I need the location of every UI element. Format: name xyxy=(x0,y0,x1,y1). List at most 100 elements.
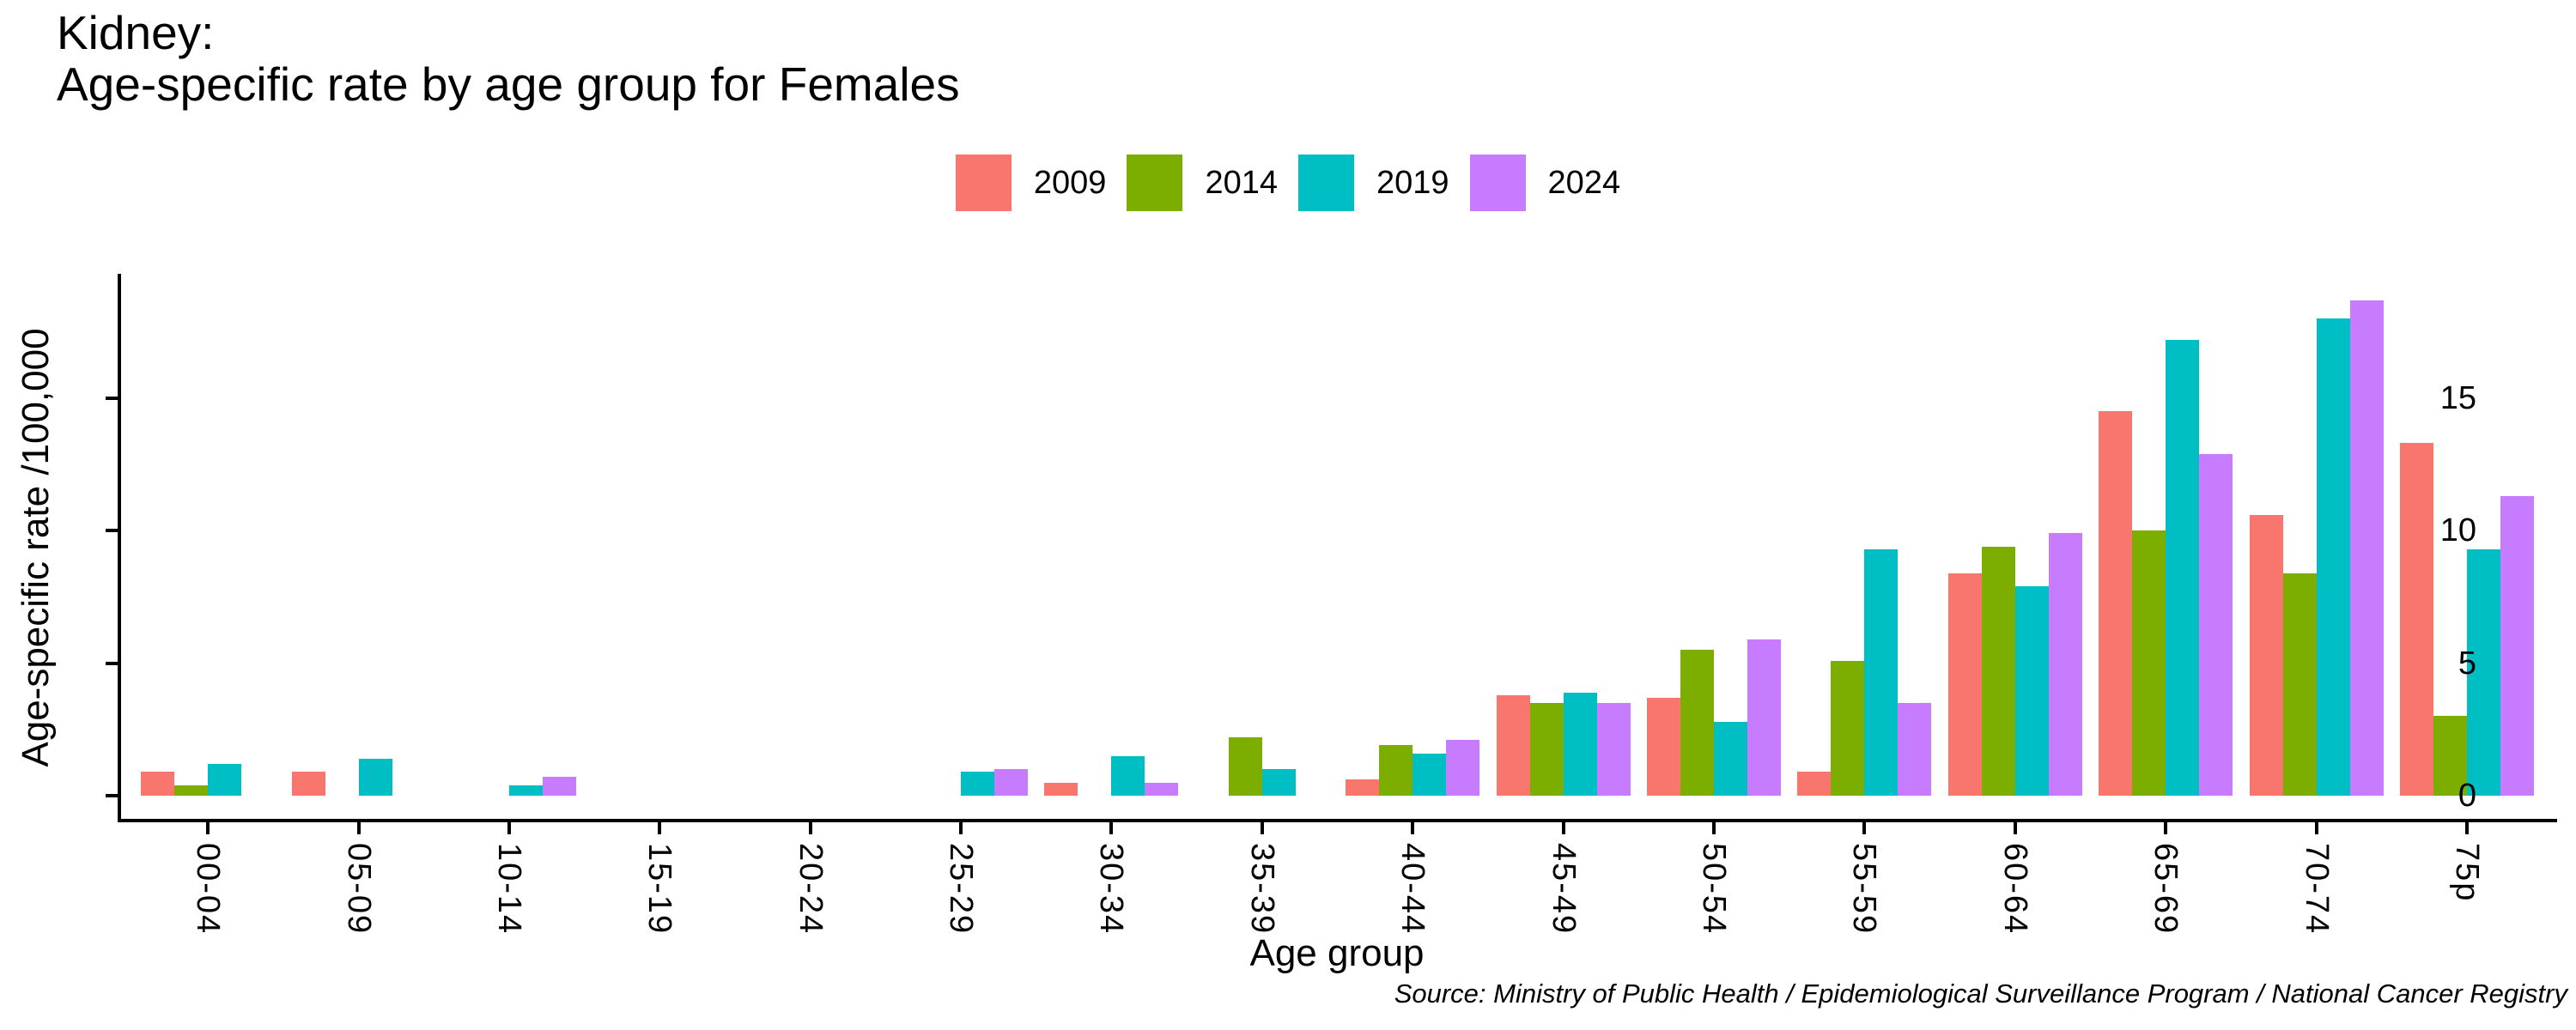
bar-2009-50-54 xyxy=(1647,698,1680,796)
bar-2009-65-69 xyxy=(2099,411,2133,796)
x-tick-label-40-44: 40-44 xyxy=(1394,843,1431,936)
legend-label-2014: 2014 xyxy=(1205,164,1278,201)
bar-2024-55-59 xyxy=(1898,703,1932,796)
x-axis-line xyxy=(118,819,2557,822)
bar-2019-30-34 xyxy=(1111,756,1145,796)
x-axis-tick-10-14 xyxy=(507,822,511,834)
x-axis-tick-50-54 xyxy=(1712,822,1716,834)
x-tick-label-45-49: 45-49 xyxy=(1545,843,1582,936)
x-tick-label-20-24: 20-24 xyxy=(792,843,829,936)
bar-2014-75p xyxy=(2433,716,2467,796)
bar-2024-40-44 xyxy=(1446,740,1480,796)
legend-item-2019: 2019 xyxy=(1298,154,1449,211)
bar-2024-70-74 xyxy=(2349,300,2384,796)
source-credit: Source: Ministry of Public Health / Epid… xyxy=(1394,978,2567,1009)
bar-2009-40-44 xyxy=(1346,779,1380,796)
legend-item-2009: 2009 xyxy=(955,154,1107,211)
x-axis-tick-15-19 xyxy=(658,822,662,834)
bar-2009-45-49 xyxy=(1496,695,1530,796)
bar-2014-65-69 xyxy=(2132,530,2166,796)
bar-2024-30-34 xyxy=(1145,783,1179,796)
y-axis-title: Age-specific rate /100,000 xyxy=(15,328,57,767)
legend-label-2019: 2019 xyxy=(1376,164,1449,201)
legend-label-2009: 2009 xyxy=(1033,164,1107,201)
bar-2014-00-04 xyxy=(174,785,209,796)
bar-2024-65-69 xyxy=(2199,454,2233,796)
y-axis-tick-5 xyxy=(106,661,118,665)
bar-2019-70-74 xyxy=(2316,318,2350,796)
x-axis-tick-55-59 xyxy=(1862,822,1867,834)
bar-2024-45-49 xyxy=(1596,703,1631,796)
x-tick-label-25-29: 25-29 xyxy=(943,843,980,936)
bar-2024-50-54 xyxy=(1747,639,1781,796)
x-axis-tick-45-49 xyxy=(1561,822,1565,834)
bar-2024-60-64 xyxy=(2048,533,2082,796)
bar-2009-60-64 xyxy=(1947,573,1982,796)
x-tick-label-55-59: 55-59 xyxy=(1846,843,1883,936)
x-tick-label-30-34: 30-34 xyxy=(1093,843,1130,936)
bar-2009-00-04 xyxy=(141,772,175,796)
bar-2019-00-04 xyxy=(208,764,242,796)
bar-2009-55-59 xyxy=(1797,772,1832,796)
y-tick-label-15: 15 xyxy=(2439,379,2476,416)
x-axis-tick-20-24 xyxy=(808,822,812,834)
x-tick-label-05-09: 05-09 xyxy=(340,843,377,936)
bar-2024-10-14 xyxy=(542,777,576,796)
bar-2009-05-09 xyxy=(291,772,325,796)
x-tick-label-70-74: 70-74 xyxy=(2298,843,2335,936)
bar-2019-35-39 xyxy=(1261,769,1296,796)
x-tick-label-00-04: 00-04 xyxy=(190,843,227,936)
chart-title-line1: Kidney: xyxy=(57,6,215,59)
bar-2019-60-64 xyxy=(2014,586,2049,796)
legend-swatch-2009 xyxy=(955,154,1012,211)
bar-2014-60-64 xyxy=(1981,547,2015,796)
x-axis-title: Age group xyxy=(1249,932,1425,974)
x-axis-tick-40-44 xyxy=(1411,822,1415,834)
y-axis-tick-15 xyxy=(106,396,118,400)
bar-2014-70-74 xyxy=(2282,573,2317,796)
x-tick-label-65-69: 65-69 xyxy=(2148,843,2184,936)
legend-item-2014: 2014 xyxy=(1127,154,1278,211)
y-axis-tick-10 xyxy=(106,529,118,533)
bar-2009-75p xyxy=(2399,443,2433,796)
y-axis-line xyxy=(118,274,121,822)
x-tick-label-15-19: 15-19 xyxy=(641,843,678,936)
bar-2019-75p xyxy=(2466,549,2500,796)
bar-2019-45-49 xyxy=(1563,693,1597,796)
bar-2019-65-69 xyxy=(2166,340,2200,796)
x-tick-label-75p: 75p xyxy=(2448,843,2485,903)
x-axis-tick-05-09 xyxy=(356,822,361,834)
x-axis-tick-60-64 xyxy=(2013,822,2017,834)
x-axis-tick-35-39 xyxy=(1260,822,1264,834)
bar-2019-40-44 xyxy=(1413,754,1447,796)
bar-2014-50-54 xyxy=(1680,650,1714,796)
bar-2019-10-14 xyxy=(508,785,543,796)
bar-2024-75p xyxy=(2500,496,2534,796)
y-axis-tick-0 xyxy=(106,794,118,797)
bar-2009-70-74 xyxy=(2249,515,2283,796)
bar-2019-05-09 xyxy=(358,759,392,796)
chart-title: Kidney: Age-specific rate by age group f… xyxy=(57,7,960,110)
x-axis-tick-65-69 xyxy=(2164,822,2168,834)
x-tick-label-60-64: 60-64 xyxy=(1996,843,2033,936)
bar-2014-55-59 xyxy=(1831,661,1865,796)
y-tick-label-10: 10 xyxy=(2439,512,2476,549)
x-tick-label-35-39: 35-39 xyxy=(1243,843,1280,936)
legend-swatch-2024 xyxy=(1469,154,1526,211)
y-tick-label-5: 5 xyxy=(2458,645,2476,682)
y-tick-label-0: 0 xyxy=(2458,778,2476,814)
x-axis-tick-00-04 xyxy=(206,822,210,834)
chart-title-line2: Age-specific rate by age group for Femal… xyxy=(57,58,960,111)
x-axis-tick-30-34 xyxy=(1109,822,1114,834)
x-tick-label-50-54: 50-54 xyxy=(1696,843,1732,936)
bar-2014-40-44 xyxy=(1379,745,1413,796)
legend-label-2024: 2024 xyxy=(1547,164,1621,201)
bar-2019-50-54 xyxy=(1714,722,1747,796)
x-axis-tick-75p xyxy=(2464,822,2469,834)
legend: 2009 2014 2019 2024 xyxy=(0,154,2576,211)
x-axis-tick-25-29 xyxy=(959,822,963,834)
x-tick-label-10-14: 10-14 xyxy=(490,843,527,936)
bar-2014-35-39 xyxy=(1228,737,1262,796)
bar-2019-55-59 xyxy=(1864,549,1899,796)
